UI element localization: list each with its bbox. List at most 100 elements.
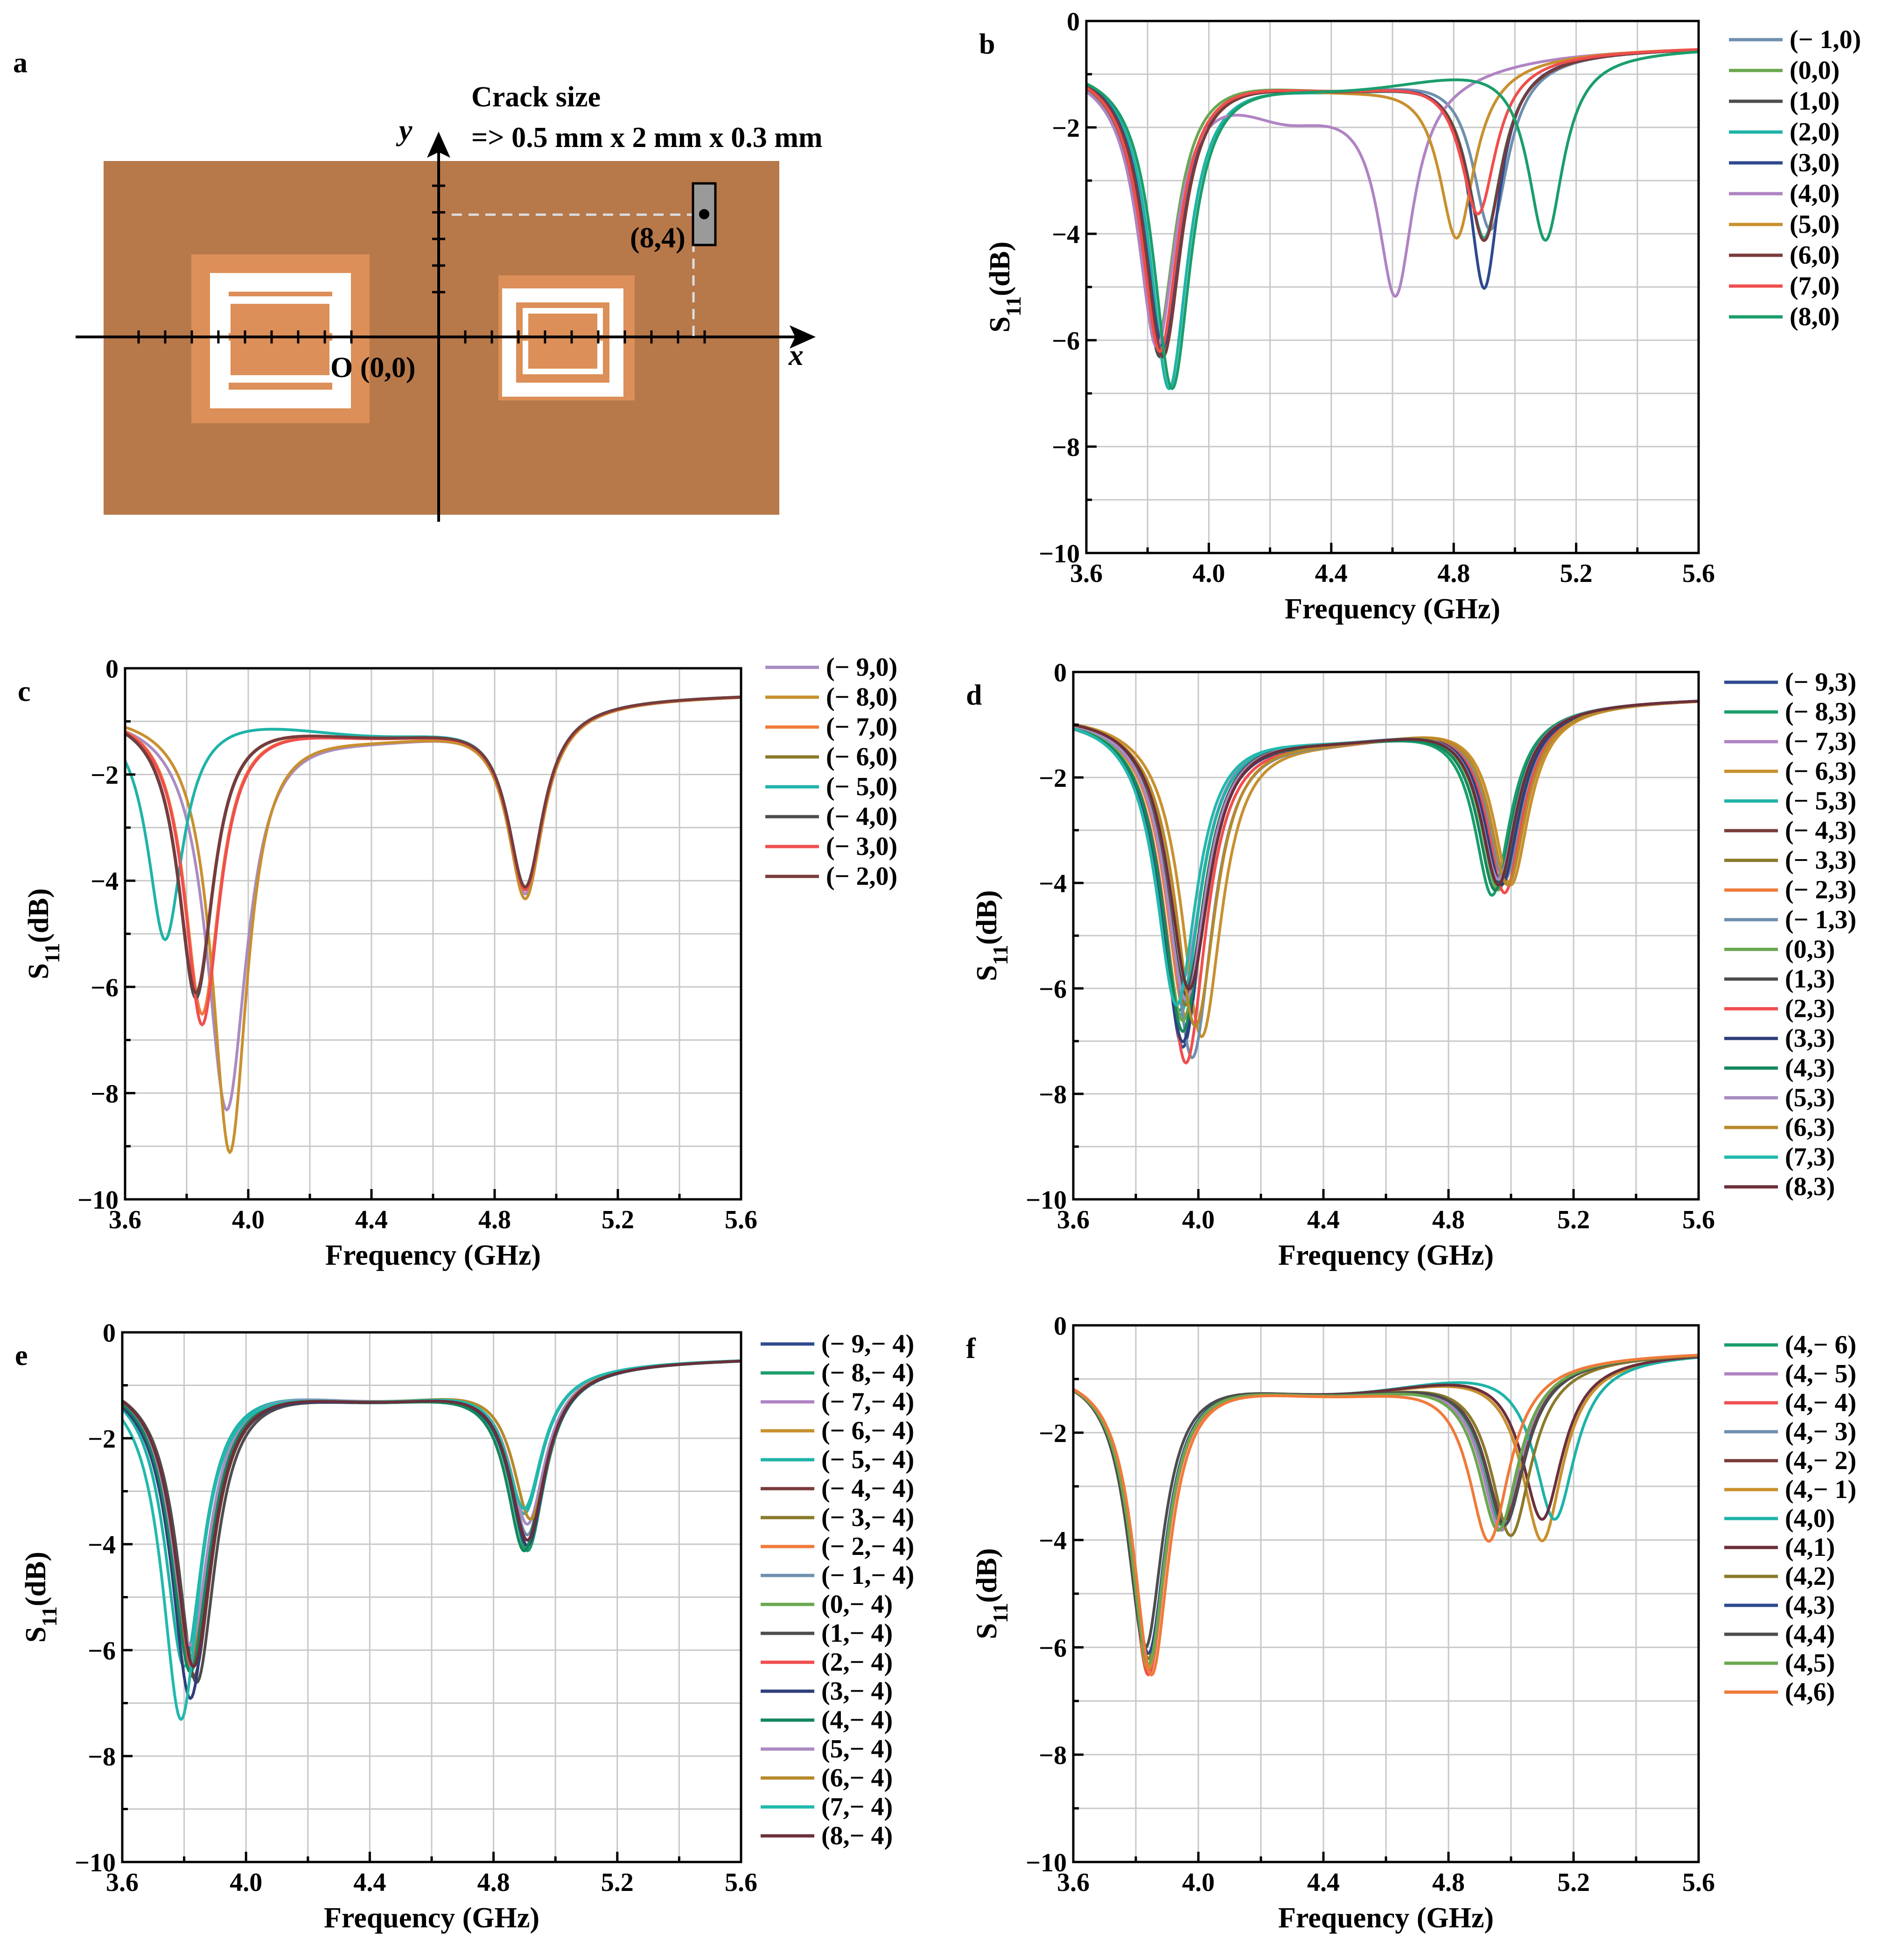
x-axis-title: Frequency (GHz)	[1278, 1239, 1494, 1271]
y-axis-title-main: S	[20, 1627, 52, 1643]
y-axis-title-main: S	[971, 965, 1003, 981]
legend-label: (4,2)	[1785, 1562, 1835, 1591]
right-inner-ring-bottom	[523, 341, 603, 374]
legend-label: (2,− 4)	[821, 1648, 893, 1677]
series-group	[122, 1359, 741, 1721]
crack-rect	[692, 182, 717, 246]
legend-label: (4,3)	[1785, 1054, 1835, 1083]
y-tick-label: 0	[1067, 7, 1080, 36]
x-axis-title: Frequency (GHz)	[325, 1239, 541, 1271]
x-tick-label: 4.8	[1432, 1205, 1465, 1234]
legend-label: (− 9,0)	[826, 653, 897, 682]
y-tick-label: −4	[1039, 869, 1067, 898]
x-tick-label: 5.6	[725, 1205, 757, 1234]
x-tick-label: 4.8	[1437, 559, 1470, 588]
series-group	[1073, 700, 1699, 1064]
crack-point-label: (8,4)	[630, 222, 686, 254]
legend-label: (− 7,3)	[1785, 727, 1856, 756]
x-axis-arrow	[790, 325, 816, 349]
x-axis-label: x	[788, 338, 804, 371]
legend-label: (2,0)	[1790, 118, 1840, 147]
x-tick-label: 4.0	[1182, 1868, 1215, 1897]
series-line	[125, 695, 741, 994]
legend-label: (4,0)	[1790, 179, 1840, 208]
left-resonator	[191, 254, 370, 423]
legend-label: (4,− 4)	[821, 1706, 893, 1735]
series-line	[1073, 1353, 1699, 1677]
panel-letter-f: f	[966, 1333, 976, 1365]
chart-c: c 3.6 4.0 4.4 4.8 5.2 5.6 0 −2 −4 −6 −8 −10 Frequency…	[18, 653, 897, 1271]
legend-label: (3,3)	[1785, 1024, 1835, 1053]
panel-letter-c: c	[18, 676, 31, 707]
y-tick-label: 0	[103, 1319, 116, 1348]
legend-label: (6,0)	[1790, 241, 1840, 270]
legend: (− 1,0)(0,0)(1,0)(2,0)(3,0)(4,0)(5,0)(6,…	[1729, 25, 1861, 331]
legend-label: (1,− 4)	[821, 1619, 893, 1648]
chart-b: b 3.6 4.0 4.4 4.8 5.2 5.6 0 −2 −4 −6 −8 −10 Frequency…	[979, 7, 1861, 625]
y-axis-title-main: S	[971, 1623, 1003, 1639]
y-tick-label: −8	[1039, 1741, 1067, 1770]
legend-label: (− 8,− 4)	[821, 1358, 914, 1387]
origin-label: O (0,0)	[330, 352, 416, 384]
series-line	[1086, 50, 1699, 390]
y-axis-title: S11(dB)	[984, 241, 1025, 332]
x-tick-label: 4.4	[1307, 1205, 1340, 1234]
series-line	[122, 1359, 741, 1668]
x-axis-ticks	[137, 330, 706, 343]
series-line	[1086, 48, 1699, 353]
legend-label: (1,3)	[1785, 965, 1835, 994]
y-axis-title-main: S	[23, 963, 55, 979]
legend-label: (− 7,− 4)	[821, 1387, 914, 1416]
y-axis-title-unit: (dB)	[971, 1548, 1003, 1603]
x-tick-label: 4.8	[477, 1868, 510, 1897]
y-axis-title: S11(dB)	[20, 1552, 61, 1643]
y-axis-arrow	[427, 132, 450, 158]
y-axis-title-sub: 11	[37, 1606, 61, 1626]
legend-label: (0,0)	[1790, 56, 1840, 85]
legend-label: (1,0)	[1790, 87, 1840, 116]
legend-label: (7,0)	[1790, 272, 1840, 301]
crack-dims: => 0.5 mm x 2 mm x 0.3 mm	[471, 122, 823, 154]
y-tick-label: −2	[1052, 114, 1080, 143]
x-tick-label: 3.6	[1057, 1205, 1090, 1234]
y-tick-label: 0	[1054, 1312, 1067, 1341]
panel-letter-a: a	[13, 47, 28, 79]
legend-label: (6,3)	[1785, 1113, 1835, 1142]
legend-label: (7,3)	[1785, 1143, 1835, 1172]
legend-label: (− 6,0)	[826, 742, 897, 771]
y-tick-label: −2	[1039, 1419, 1067, 1448]
chart-e: e 3.6 4.0 4.4 4.8 5.2 5.6 0 −2 −4 −6 −8 −10 Frequency…	[15, 1319, 914, 1934]
legend-label: (− 1,− 4)	[821, 1561, 914, 1590]
panel-letter-e: e	[15, 1340, 28, 1372]
legend-label: (− 1,0)	[1790, 25, 1861, 54]
y-tick-label: −6	[1052, 327, 1080, 356]
y-tick-label: −4	[1052, 220, 1080, 249]
legend-label: (5,3)	[1785, 1083, 1835, 1112]
x-tick-label: 3.6	[1057, 1868, 1090, 1897]
chart-d: d 3.6 4.0 4.4 4.8 5.2 5.6 0 −2 −4 −6 −8 −10 Frequency…	[966, 658, 1856, 1271]
x-tick-label: 3.6	[1070, 559, 1103, 588]
legend-label: (4,− 2)	[1785, 1446, 1856, 1475]
left-resonator-core	[240, 312, 321, 369]
left-outer-ring-bottom	[210, 358, 351, 408]
y-tick-label: −2	[91, 761, 119, 790]
crack-point	[699, 209, 709, 219]
y-axis-title-sub: 11	[988, 1603, 1012, 1623]
y-tick-label: −8	[1039, 1080, 1067, 1109]
legend: (− 9,3)(− 8,3)(− 7,3)(− 6,3)(− 5,3)(− 4,…	[1724, 668, 1856, 1201]
legend-label: (− 5,− 4)	[821, 1445, 914, 1474]
legend-label: (4,− 3)	[1785, 1417, 1856, 1446]
legend-label: (6,− 4)	[821, 1764, 893, 1792]
y-tick-label: −6	[88, 1637, 116, 1666]
x-tick-label: 5.2	[1557, 1868, 1590, 1897]
crack-title: Crack size	[471, 81, 601, 113]
legend-label: (5,0)	[1790, 210, 1840, 239]
panel-letter-b: b	[979, 28, 995, 60]
y-tick-label: −2	[1039, 764, 1067, 793]
legend-label: (4,0)	[1785, 1504, 1835, 1533]
x-tick-label: 4.8	[478, 1205, 511, 1234]
y-axis-ticks	[432, 184, 445, 294]
legend-label: (− 6,− 4)	[821, 1416, 914, 1445]
legend-label: (− 3,− 4)	[821, 1503, 914, 1532]
x-tick-label: 5.6	[725, 1868, 757, 1897]
